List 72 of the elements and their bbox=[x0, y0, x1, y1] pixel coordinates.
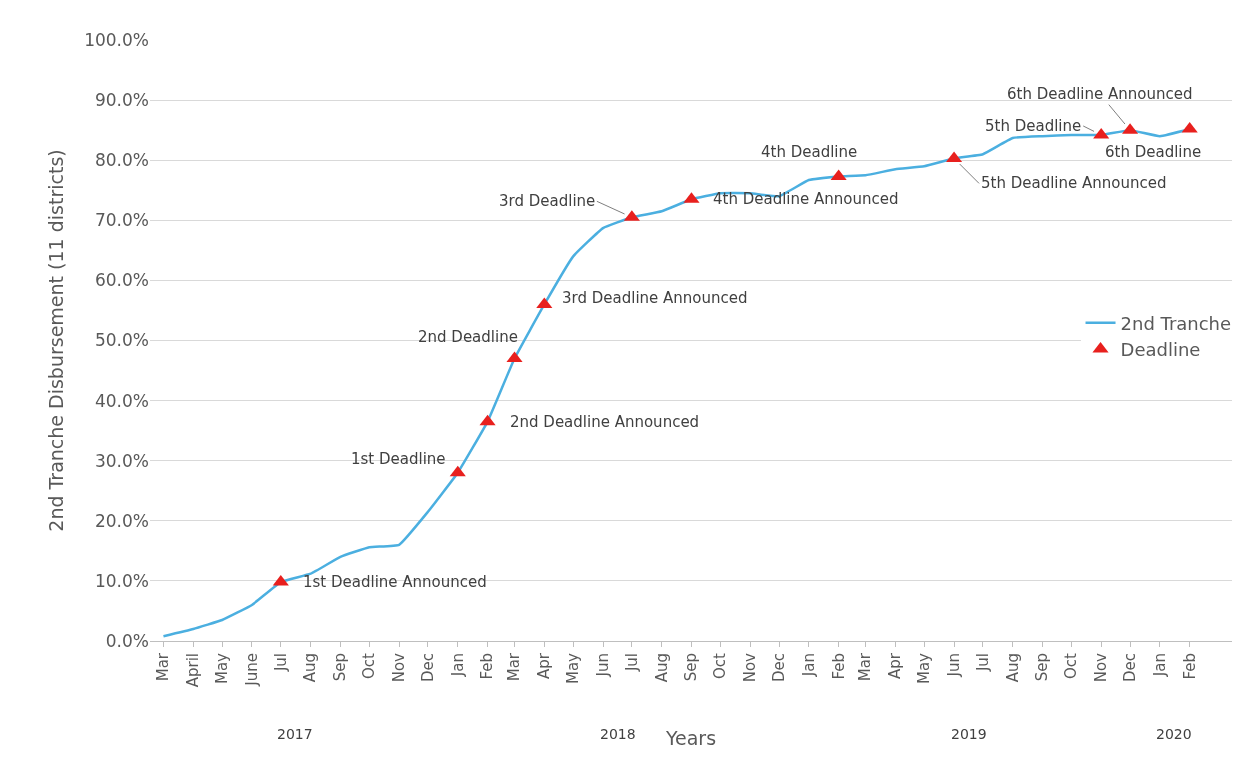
x-tick-label: Mar bbox=[505, 652, 524, 682]
x-tick-label: Feb bbox=[829, 653, 848, 680]
y-tick-label: 20.0% bbox=[94, 510, 149, 531]
x-tick-label: Jun bbox=[593, 653, 612, 678]
x-tick-label: Aug bbox=[652, 653, 671, 683]
x-tick-label: May bbox=[564, 652, 583, 685]
x-tick-label: Jan bbox=[799, 653, 818, 678]
x-tick-label: May bbox=[213, 652, 232, 685]
x-tick-label: April bbox=[184, 653, 203, 688]
annotation: 6th Deadline bbox=[1105, 143, 1202, 161]
x-tick-label: Nov bbox=[1092, 652, 1111, 683]
x-axis-title: Years bbox=[664, 727, 717, 750]
x-tick-label: Jun bbox=[944, 653, 963, 678]
annotation: 4th Deadline Announced bbox=[713, 190, 899, 208]
x-tick-label: Apr bbox=[535, 652, 554, 679]
point bbox=[1181, 121, 1198, 133]
point bbox=[1093, 127, 1110, 139]
x-tick-label: Nov bbox=[389, 652, 408, 683]
y-tick-label: 30.0% bbox=[94, 450, 149, 471]
annotation: 1st Deadline bbox=[351, 450, 446, 468]
x-tick-label: Aug bbox=[1003, 653, 1022, 683]
annotation: 1st Deadline Announced bbox=[303, 573, 487, 591]
legend-label: 2nd Tranche bbox=[1120, 312, 1232, 334]
point bbox=[449, 465, 466, 477]
x-tick-label: Apr bbox=[886, 652, 905, 679]
y-axis-title: 2nd Tranche Disbursement (11 districts) bbox=[45, 149, 68, 532]
x-tick-label: Jan bbox=[448, 653, 467, 678]
annotation: 5th Deadline Announced bbox=[981, 174, 1167, 192]
x-tick-label: Jul bbox=[622, 653, 641, 673]
y-tick-label: 80.0% bbox=[94, 150, 149, 171]
y-tick-label: 70.0% bbox=[94, 210, 149, 231]
y-tick-label: 100.0% bbox=[84, 29, 149, 50]
x-tick-label: Jul bbox=[271, 653, 290, 673]
annotation: 2nd Deadline Announced bbox=[510, 413, 700, 431]
annotation: 4th Deadline bbox=[761, 143, 858, 161]
x-tick-label: Feb bbox=[1180, 653, 1199, 680]
x-tick-label: Jul bbox=[973, 653, 992, 673]
y-tick-label: 50.0% bbox=[94, 330, 149, 351]
x-tick-label: May bbox=[915, 652, 934, 685]
x-tick-label: Mar bbox=[154, 652, 173, 682]
x-tick-label: Sep bbox=[331, 653, 350, 682]
legend-label: Deadline bbox=[1120, 339, 1201, 361]
x-tick-label: June bbox=[242, 653, 261, 687]
y-tick-label: 40.0% bbox=[94, 390, 149, 411]
point bbox=[506, 351, 523, 363]
annotation: 3rd Deadline Announced bbox=[562, 289, 748, 307]
y-tick-label: 60.0% bbox=[94, 270, 149, 291]
y-tick-label: 90.0% bbox=[94, 90, 149, 111]
y-tick-label: 10.0% bbox=[94, 570, 149, 591]
x-tick-label: Mar bbox=[856, 652, 875, 682]
text: 2018 bbox=[600, 726, 636, 742]
x-tick-label: Jan bbox=[1150, 653, 1169, 678]
x-tick-label: Sep bbox=[1033, 653, 1052, 682]
x-tick-label: Dec bbox=[418, 653, 437, 683]
annotation: 5th Deadline bbox=[985, 117, 1082, 135]
annotation: 2nd Deadline bbox=[418, 328, 518, 346]
x-tick-label: Feb bbox=[478, 653, 497, 680]
x-tick-label: Oct bbox=[360, 652, 379, 679]
text: 2017 bbox=[277, 726, 313, 742]
x-tick-label: Dec bbox=[769, 653, 788, 683]
annotation: 3rd Deadline bbox=[499, 192, 596, 210]
x-tick-label: Dec bbox=[1120, 653, 1139, 683]
y-tick-label: 0.0% bbox=[105, 630, 149, 651]
x-tick-label: Nov bbox=[741, 652, 760, 683]
annotation: 6th Deadline Announced bbox=[1007, 85, 1193, 103]
point bbox=[479, 414, 496, 426]
x-tick-label: Aug bbox=[301, 653, 320, 683]
x-tick-label: Oct bbox=[1062, 652, 1081, 679]
text: 2019 bbox=[951, 726, 987, 742]
x-tick-label: Sep bbox=[682, 653, 701, 682]
text: 2020 bbox=[1156, 726, 1192, 742]
x-tick-label: Oct bbox=[711, 652, 730, 679]
